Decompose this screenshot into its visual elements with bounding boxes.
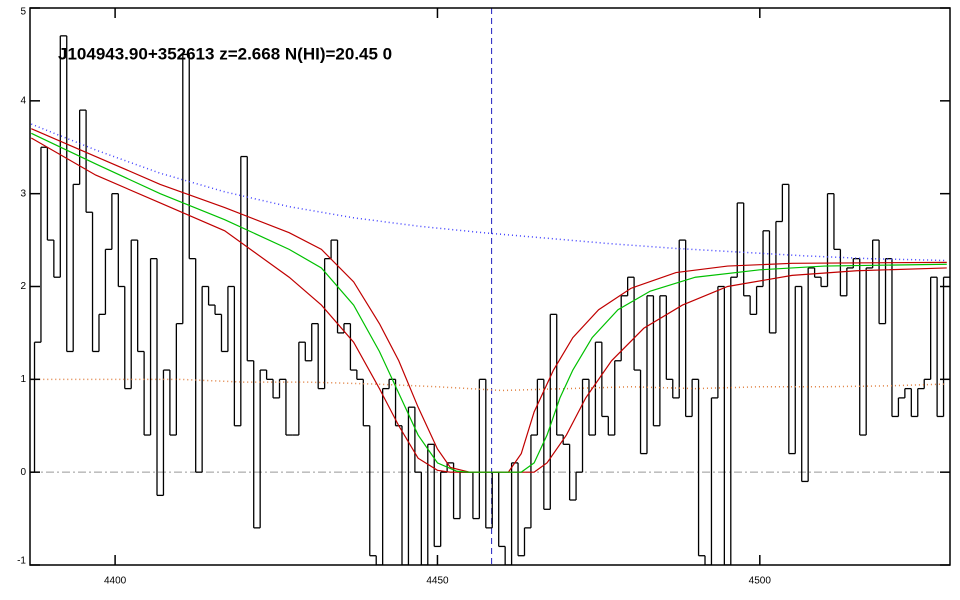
y-tick-label: 3 [20,188,26,199]
plot-area [30,8,950,565]
y-tick-label: 1 [20,374,26,385]
x-tick-label: 4450 [426,576,449,587]
y-tick-label: -1 [17,556,26,567]
chart-title: J104943.90+352613 z=2.668 N(HI)=20.45 0 [58,44,392,63]
x-tick-label: 4500 [749,576,772,587]
dotted-curve [31,123,947,262]
model-curve [31,128,947,473]
x-tick-label: 4400 [104,576,127,587]
y-tick-label: 2 [20,281,26,292]
model-curve [30,137,947,473]
y-tick-label: 5 [20,7,26,18]
y-tick-label: 4 [20,95,26,106]
y-tick-label: 0 [20,467,26,478]
model-curve [31,132,947,473]
